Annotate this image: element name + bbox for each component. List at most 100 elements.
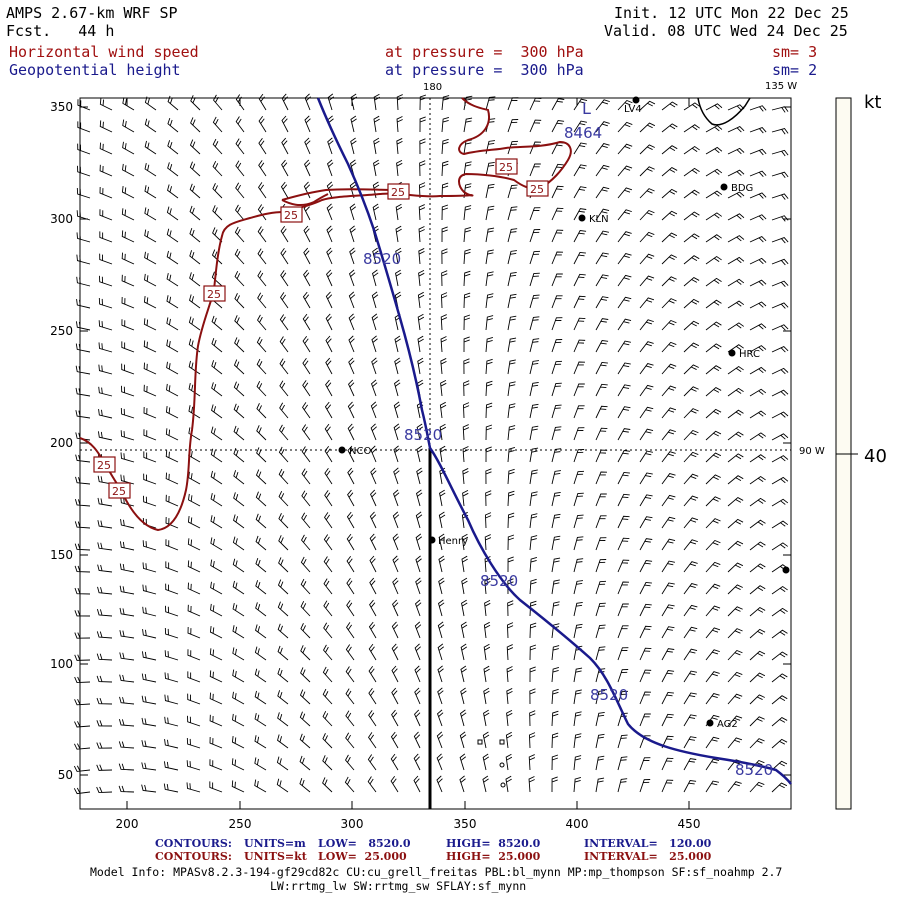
wind-barb: [234, 270, 245, 287]
wind-barb: [97, 564, 113, 573]
wind-barb: [322, 777, 333, 793]
wind-barb: [187, 627, 201, 639]
wind-barb: [573, 142, 587, 155]
wind-barb: [529, 294, 540, 309]
wind-barb: [507, 490, 515, 507]
wind-barb: [661, 779, 674, 793]
wind-barb: [551, 404, 562, 419]
wind-barb: [551, 666, 560, 683]
wind-barb: [76, 232, 91, 243]
wind-barb: [395, 203, 403, 221]
wind-barb: [683, 670, 698, 683]
wind-barb: [165, 583, 179, 595]
x-tick-label: 200: [116, 817, 139, 831]
wind-barb: [441, 248, 448, 265]
wind-barb: [705, 583, 721, 595]
wind-barb: [370, 489, 377, 507]
wind-barb: [749, 563, 766, 573]
wind-barb: [705, 387, 722, 397]
wind-barb: [771, 237, 789, 244]
wind-barb: [417, 313, 425, 331]
wind-barb: [551, 776, 558, 793]
wind-barb: [573, 317, 586, 331]
wind-barb: [413, 731, 421, 749]
wind-barb: [323, 600, 333, 617]
wind-barb: [461, 599, 468, 617]
speed-label: 25: [284, 209, 298, 222]
wind-barb: [661, 341, 677, 353]
wind-barb: [617, 209, 632, 221]
wind-barb: [280, 181, 289, 199]
wind-barb: [210, 559, 223, 573]
wind-barb: [617, 778, 628, 793]
wind-barb: [749, 497, 766, 507]
wind-barb: [121, 230, 135, 243]
wind-barb: [507, 403, 516, 419]
wind-barb: [529, 403, 539, 419]
wind-barb: [166, 206, 179, 221]
wind-barb: [231, 780, 245, 793]
wind-barb: [210, 581, 223, 595]
wind-barb: [529, 556, 538, 573]
wind-barb: [327, 93, 335, 111]
wind-barb: [639, 100, 656, 111]
wind-barb: [187, 560, 201, 573]
wind-barb: [254, 779, 267, 793]
wind-barb: [77, 121, 91, 133]
wind-barb: [771, 760, 788, 771]
wind-barb: [324, 401, 333, 419]
wind-barb: [683, 102, 701, 111]
wind-barb: [507, 512, 515, 529]
wind-barb: [438, 533, 446, 551]
wind-barb: [187, 516, 201, 529]
wind-barb: [485, 161, 495, 177]
wind-barb: [324, 423, 333, 441]
wind-barb: [188, 383, 201, 397]
wind-barb: [326, 181, 334, 199]
wind-barb: [144, 118, 157, 133]
wind-barb: [639, 297, 655, 309]
wind-barb: [209, 648, 223, 661]
wind-barb: [325, 313, 333, 331]
wind-barb: [349, 247, 356, 265]
y-axis-labels: 350 300 250 200 150 100 50: [50, 100, 73, 782]
wind-barb: [210, 493, 223, 507]
wind-barb: [617, 756, 628, 771]
wind-barb: [390, 775, 399, 793]
wind-barb: [300, 667, 311, 683]
wind-barb: [551, 98, 565, 111]
wind-barb: [277, 623, 289, 639]
wind-barb: [771, 411, 789, 419]
wind-barb: [369, 511, 377, 529]
wind-barb: [617, 274, 632, 287]
wind-barb: [460, 665, 467, 683]
wind-barb: [705, 539, 721, 551]
wind-barb: [441, 182, 449, 199]
height-labels: 8464 8520 8520 8520 8520 8520: [363, 124, 773, 779]
wind-barb: [122, 97, 135, 111]
wind-barb: [573, 405, 585, 419]
wind-barb: [639, 494, 653, 507]
wind-barb: [639, 363, 654, 375]
wind-barb: [463, 205, 472, 221]
wind-barb: [164, 627, 179, 639]
wind-barb: [166, 228, 179, 243]
wind-barb: [438, 599, 445, 617]
wind-barb: [727, 715, 743, 727]
wind-barb: [727, 453, 744, 463]
wind-barb: [617, 734, 628, 749]
wind-barb: [749, 738, 765, 749]
wind-barb: [460, 643, 468, 661]
wind-barb: [705, 474, 721, 485]
wind-barb: [727, 518, 744, 529]
speed-label: 25: [112, 485, 126, 498]
wind-barb: [75, 387, 91, 397]
wind-barb: [683, 473, 699, 485]
wind-barb: [595, 186, 610, 199]
wind-barb: [749, 214, 767, 221]
wind-barb: [187, 715, 201, 727]
field1-smoothing: sm= 3: [772, 43, 818, 61]
wind-barb: [771, 389, 789, 397]
wind-barb: [326, 159, 334, 177]
wind-barb: [441, 204, 449, 221]
